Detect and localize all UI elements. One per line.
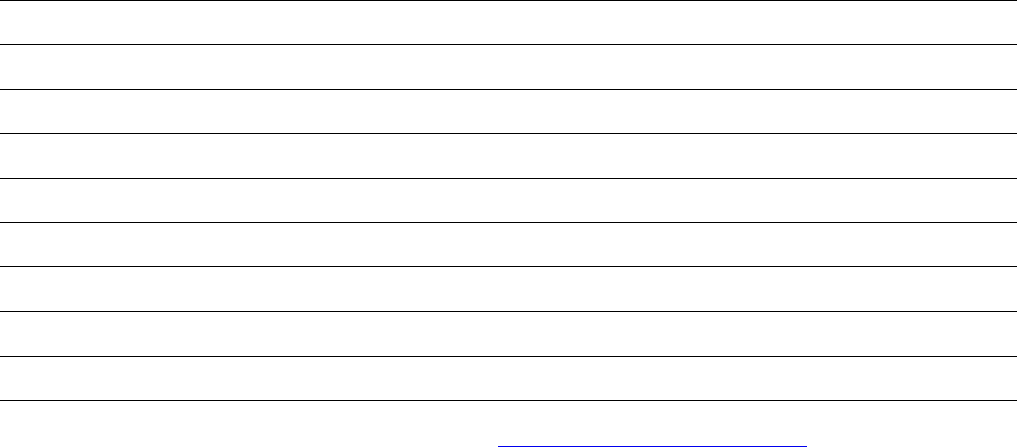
horizontal-rule: [0, 311, 1017, 312]
horizontal-rule: [0, 400, 1017, 401]
horizontal-rule: [0, 44, 1017, 45]
horizontal-rule: [0, 89, 1017, 90]
link[interactable]: [498, 446, 807, 447]
horizontal-rule: [0, 0, 1017, 1]
horizontal-rule: [0, 356, 1017, 357]
horizontal-rule: [0, 266, 1017, 267]
horizontal-rule: [0, 222, 1017, 223]
horizontal-rule: [0, 133, 1017, 134]
horizontal-rule: [0, 178, 1017, 179]
